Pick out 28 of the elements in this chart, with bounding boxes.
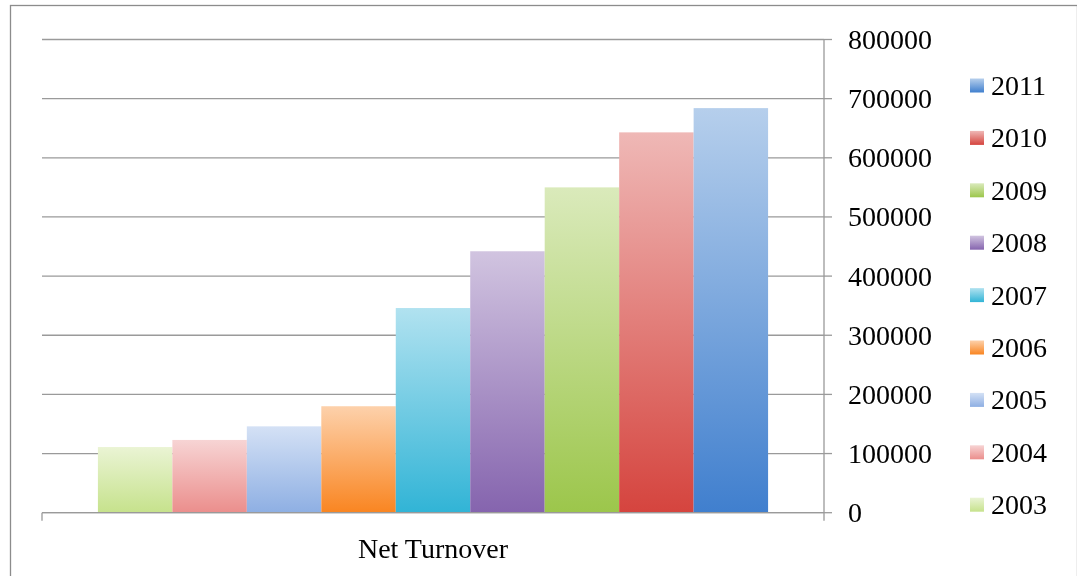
y-tick-label: 100000 — [848, 438, 932, 470]
y-tick-label: 200000 — [848, 378, 932, 410]
bar — [97, 447, 173, 513]
y-tick-label: 800000 — [848, 24, 932, 55]
legend-label: 2010 — [991, 122, 1047, 154]
legend-label: 2005 — [991, 384, 1047, 416]
bar — [321, 406, 396, 513]
legend-label: 2003 — [991, 489, 1047, 521]
bar — [172, 439, 247, 513]
bar — [693, 108, 769, 513]
bar — [470, 251, 545, 513]
legend-label: 2011 — [991, 70, 1046, 101]
legend-label: 2004 — [991, 436, 1047, 468]
y-tick-label: 0 — [848, 497, 862, 529]
legend-label: 2008 — [991, 227, 1047, 259]
bar — [246, 426, 322, 513]
bar — [544, 187, 620, 513]
bar — [619, 132, 694, 513]
legend-label: 2009 — [991, 174, 1047, 206]
legend-label: 2006 — [991, 332, 1047, 363]
y-tick-label: 700000 — [848, 83, 932, 115]
y-tick-label: 600000 — [848, 142, 932, 174]
y-tick-label: 400000 — [848, 260, 932, 292]
y-tick-label: 300000 — [848, 319, 932, 351]
bar — [395, 308, 471, 513]
legend-label: 2007 — [991, 279, 1047, 311]
x-tick-label: Net Turnover — [357, 532, 509, 564]
y-tick-label: 500000 — [848, 201, 932, 233]
